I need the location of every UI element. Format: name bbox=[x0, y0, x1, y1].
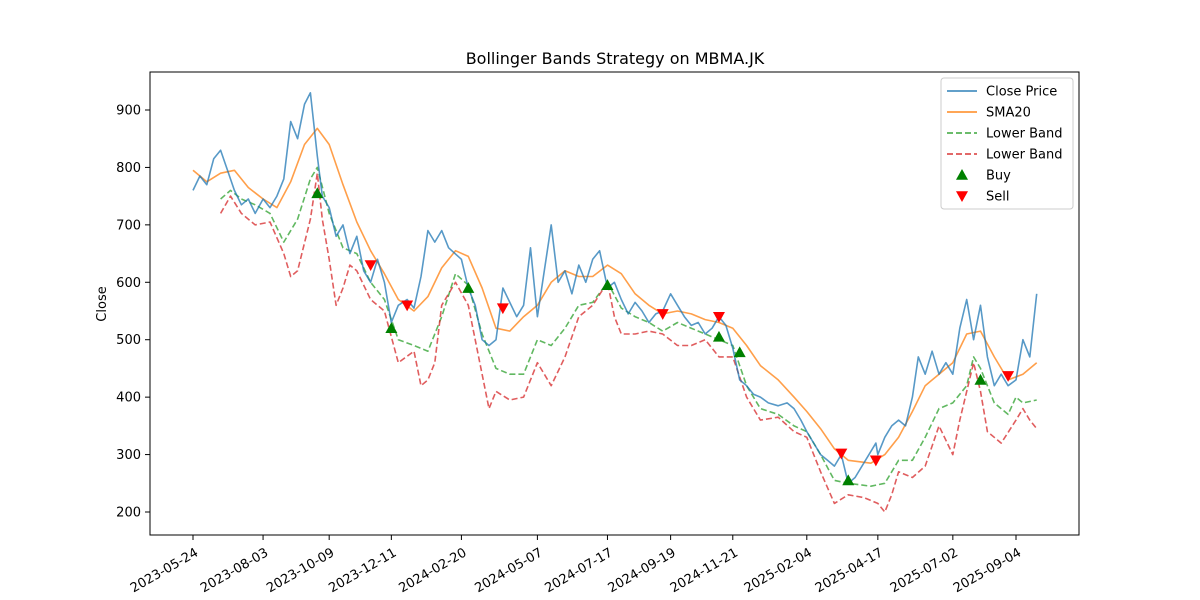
legend-buy-marker bbox=[956, 169, 968, 180]
sell-marker bbox=[656, 309, 669, 320]
buy-marker bbox=[601, 279, 614, 290]
buy-marker bbox=[974, 373, 987, 385]
x-tick-label: 2025-09-04 bbox=[951, 545, 1024, 596]
buy-marker bbox=[733, 346, 746, 358]
legend-label: Lower Band bbox=[986, 127, 1062, 142]
x-tick-label: 2024-07-17 bbox=[543, 545, 616, 596]
x-tick-label: 2023-10-09 bbox=[264, 545, 337, 596]
buy-marker bbox=[842, 474, 855, 486]
sell-marker bbox=[1002, 371, 1015, 382]
legend-label: Close Price bbox=[986, 85, 1057, 100]
legend-label: SMA20 bbox=[986, 106, 1031, 121]
x-tick-label: 2024-02-20 bbox=[396, 545, 469, 596]
x-tick-label: 2025-04-17 bbox=[813, 545, 886, 596]
legend: Close Price SMA20 Lower Band Lower Band Buy S… bbox=[940, 77, 1074, 210]
close-price-line bbox=[192, 92, 1038, 485]
sell-marker bbox=[869, 455, 882, 467]
sma20-line bbox=[192, 127, 1038, 464]
y-tick-label: 800 bbox=[116, 161, 141, 176]
sell-marker bbox=[401, 300, 414, 312]
sell-marker bbox=[712, 311, 725, 323]
y-tick-label: 900 bbox=[116, 104, 141, 119]
lower-band-green-line bbox=[220, 166, 1037, 487]
buy-marker bbox=[385, 322, 398, 334]
legend-label: Lower Band bbox=[986, 148, 1062, 163]
y-tick-label: 400 bbox=[116, 391, 141, 406]
y-tick-label: 300 bbox=[116, 448, 141, 463]
x-tick-label: 2025-07-02 bbox=[888, 545, 961, 596]
plot-frame bbox=[149, 71, 1080, 536]
x-tick-label: 2023-05-24 bbox=[128, 545, 201, 596]
legend-label: Sell bbox=[986, 190, 1009, 205]
buy-marker bbox=[712, 330, 725, 342]
x-tick-label: 2025-02-04 bbox=[742, 545, 815, 596]
buy-marker bbox=[462, 282, 475, 293]
lower-band-red-line bbox=[219, 172, 1038, 513]
legend-label: Buy bbox=[986, 169, 1011, 184]
y-tick-label: 500 bbox=[116, 333, 141, 348]
y-tick-label: 600 bbox=[116, 276, 141, 291]
legend-sell-marker bbox=[956, 191, 968, 202]
y-tick-label: 700 bbox=[116, 218, 141, 233]
x-tick-label: 2024-11-21 bbox=[668, 545, 741, 596]
sell-marker bbox=[364, 260, 377, 272]
y-axis-label: Close bbox=[95, 286, 110, 321]
sell-marker bbox=[835, 448, 848, 460]
plot-area bbox=[192, 92, 1038, 513]
y-tick-label: 200 bbox=[116, 506, 141, 521]
x-tick-label: 2023-12-11 bbox=[326, 545, 399, 596]
x-tick-label: 2023-08-03 bbox=[198, 545, 271, 596]
legend-box bbox=[940, 77, 1074, 210]
x-tick-label: 2024-09-19 bbox=[606, 545, 679, 596]
sell-marker bbox=[496, 303, 509, 315]
x-tick-label: 2024-05-07 bbox=[472, 545, 545, 596]
axes: 200 300 400 500 600 700 800 900 2023-05-242023-0… bbox=[116, 104, 1024, 597]
chart-title: Bollinger Bands Strategy on MBMA.JK bbox=[466, 49, 765, 68]
buy-marker bbox=[311, 187, 324, 199]
